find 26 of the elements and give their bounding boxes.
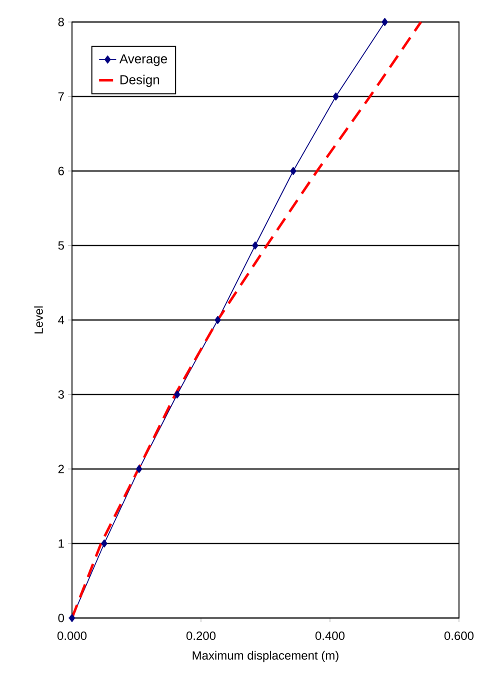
y-tick-label: 0 bbox=[58, 614, 64, 622]
point bbox=[68, 614, 76, 622]
x-tick-label: 0.200 bbox=[186, 632, 216, 640]
x-tick-label: 0.600 bbox=[444, 632, 474, 640]
legend-label: Average bbox=[119, 54, 168, 66]
y-tick-label: 6 bbox=[58, 166, 64, 176]
y-axis-title: Level bbox=[34, 306, 43, 334]
y-tick-label: 7 bbox=[58, 92, 64, 101]
point bbox=[290, 166, 296, 176]
y-tick-label: 8 bbox=[58, 18, 64, 26]
legend-label: Design bbox=[120, 74, 160, 87]
point bbox=[100, 539, 108, 548]
x-tick-label: 0.000 bbox=[57, 632, 87, 640]
point bbox=[214, 316, 222, 324]
point bbox=[382, 18, 388, 26]
y-tick-label: 3 bbox=[58, 390, 64, 399]
point bbox=[252, 241, 258, 250]
y-tick-label: 2 bbox=[58, 464, 64, 474]
y-tick-label: 4 bbox=[58, 316, 64, 324]
x-tick-label: 0.400 bbox=[315, 632, 345, 640]
point bbox=[136, 464, 142, 474]
y-tick-label: 1 bbox=[58, 539, 64, 548]
point bbox=[332, 92, 340, 101]
y-tick-label: 5 bbox=[58, 241, 64, 250]
point bbox=[174, 390, 180, 399]
x-axis-title: Maximum displacement (m) bbox=[192, 650, 338, 662]
